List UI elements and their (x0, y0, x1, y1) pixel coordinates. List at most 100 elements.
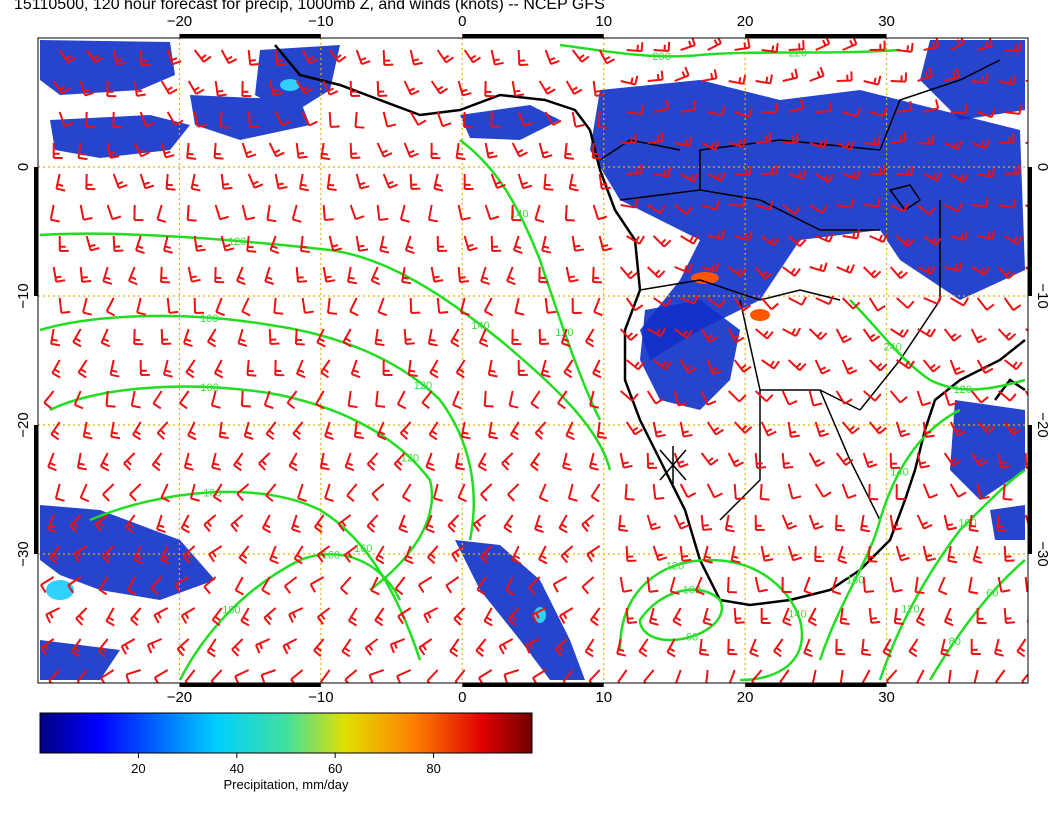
lat-tick-label-right: −20 (1034, 412, 1051, 437)
wind-barb (592, 359, 602, 379)
wind-barb (455, 359, 466, 379)
wind-barb (557, 390, 568, 410)
wind-barb (127, 576, 137, 596)
wind-barb (643, 669, 655, 683)
wind-barb (787, 235, 807, 247)
wind-barb (327, 297, 338, 315)
wind-barb (700, 514, 713, 531)
wind-barb (809, 262, 828, 273)
wind-barb (889, 266, 908, 280)
wind-barb (591, 142, 602, 160)
wind-barb (344, 452, 355, 472)
wind-barb (923, 171, 942, 182)
wind-barb (234, 576, 244, 596)
wind-barb (151, 452, 163, 472)
wind-barb (755, 132, 772, 144)
wind-barb (211, 452, 222, 471)
wind-barb (240, 390, 251, 408)
wind-barb (867, 545, 878, 563)
wind-barb (917, 67, 933, 82)
wind-barb (180, 514, 190, 534)
graticule (38, 38, 1028, 683)
contour-east-200 (878, 468, 1026, 681)
wind-barb (105, 297, 116, 317)
wind-barb (538, 266, 549, 284)
wind-barb (751, 669, 763, 683)
wind-barb (234, 669, 250, 683)
wind-barb (404, 545, 414, 565)
wind-barb (236, 483, 250, 502)
lake-victoria (888, 184, 922, 212)
lon-tick-label-bottom: 10 (595, 689, 612, 706)
wind-barb (653, 297, 672, 308)
wind-barb (895, 235, 915, 248)
wind-barb (842, 170, 861, 180)
wind-barb (99, 452, 110, 472)
wind-barb (754, 390, 774, 403)
wind-barb (106, 204, 122, 221)
wind-barb (268, 142, 285, 158)
wind-barb (831, 576, 842, 595)
wind-barb (397, 607, 412, 625)
wind-barb (294, 328, 305, 346)
wind-barb (943, 452, 962, 467)
wind-barb (1004, 42, 1022, 53)
wind-barb (680, 100, 697, 113)
wind-barb (943, 607, 954, 627)
wind-barb (241, 142, 257, 159)
wind-barb (58, 49, 77, 64)
wind-barb (836, 71, 853, 82)
wind-barb (538, 483, 549, 503)
wind-barb (733, 483, 745, 500)
wind-barb (166, 297, 179, 314)
wind-barb (316, 545, 331, 563)
colorbar-label: Precipitation, mm/day (224, 777, 349, 792)
wind-barb (295, 266, 308, 283)
lat-tick-label-right: −10 (1034, 283, 1051, 308)
lon-tick-label-bottom: 0 (458, 689, 466, 706)
wind-barb (52, 266, 66, 283)
wind-barb (807, 607, 818, 627)
wind-barb (653, 167, 671, 178)
wind-barb (328, 111, 340, 128)
wind-barb (679, 359, 697, 374)
wind-barb (788, 99, 805, 113)
wind-barb (165, 173, 176, 191)
wind-barb (340, 576, 352, 595)
contour-label: 120 (901, 603, 919, 615)
wind-barb (626, 42, 644, 53)
wind-barb (950, 231, 969, 241)
wind-barb (839, 607, 850, 626)
wind-barb (646, 514, 661, 531)
wind-barb (815, 295, 834, 306)
wind-barb (626, 105, 644, 116)
wind-barb (215, 297, 225, 317)
wind-barb (480, 545, 493, 564)
contour-low-100 (618, 558, 804, 682)
wind-barb (695, 576, 705, 596)
wind-barb (598, 173, 611, 190)
wind-barb (674, 328, 693, 339)
wind-barb (105, 390, 116, 408)
wind-barb (162, 359, 173, 378)
contour-label: 140 (890, 467, 908, 479)
wind-barb (58, 297, 71, 314)
wind-barb (220, 235, 235, 252)
wind-barb (890, 72, 908, 83)
wind-barb (268, 80, 283, 97)
wind-barb (889, 390, 908, 404)
wind-barb (453, 607, 466, 626)
wind-barb (398, 514, 408, 534)
wind-barb (922, 483, 939, 499)
wind-barb (560, 328, 571, 348)
wind-barb (409, 49, 423, 66)
wind-barb (733, 607, 745, 624)
wind-barb (401, 266, 412, 285)
wind-barb (761, 164, 778, 175)
wind-barb (895, 483, 906, 500)
wind-barb (370, 576, 380, 596)
wind-barb (571, 111, 585, 128)
wind-barb (512, 235, 523, 255)
wind-barb (463, 235, 478, 252)
wind-barb (922, 421, 935, 438)
